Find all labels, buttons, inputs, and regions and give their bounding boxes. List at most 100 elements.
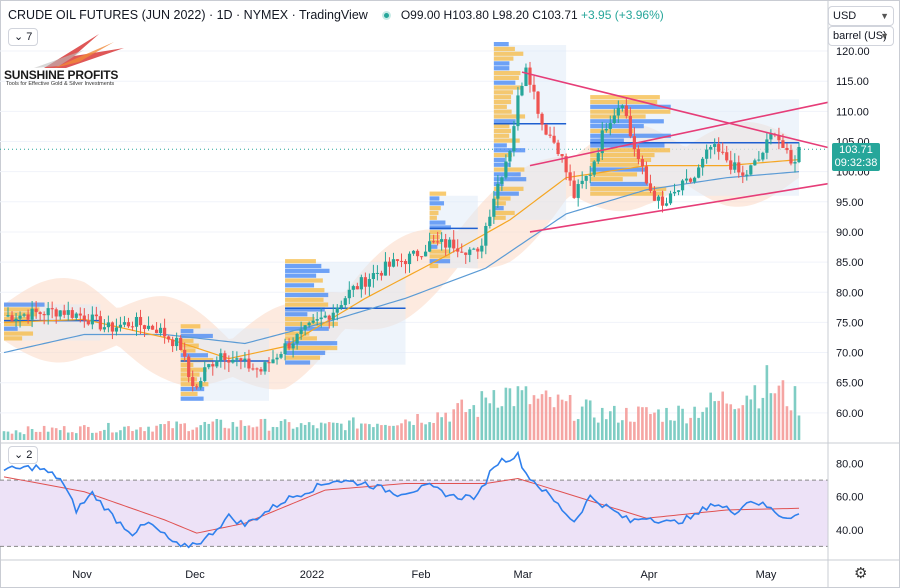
candle-body <box>331 312 335 320</box>
profile-bar <box>429 259 451 264</box>
price-tick-label: 90.00 <box>836 227 864 239</box>
candle <box>42 311 46 325</box>
profile-bar <box>493 119 516 124</box>
candle-body <box>38 312 42 315</box>
candle-body <box>456 248 460 252</box>
volume-bar <box>456 403 460 440</box>
candle <box>275 353 279 365</box>
candle-body <box>436 241 440 243</box>
candle-body <box>355 286 359 290</box>
time-tick-label: Mar <box>514 569 533 581</box>
volume-bar <box>30 429 34 440</box>
volume-bar <box>420 422 423 440</box>
candle-body <box>106 322 110 328</box>
indicators-toggle-main[interactable]: ⌄ 7 <box>8 28 39 46</box>
volume-bar <box>131 431 134 440</box>
candle-body <box>150 325 155 330</box>
volume-bar <box>183 423 186 440</box>
candle <box>580 171 584 189</box>
candle <box>38 311 42 322</box>
profile-bar <box>493 46 515 52</box>
candle-body <box>664 203 669 206</box>
candle <box>745 170 749 181</box>
candle-body <box>419 256 424 258</box>
candle-body <box>379 272 384 276</box>
candle-body <box>387 261 392 267</box>
price-tick-label: 80.00 <box>836 287 864 299</box>
candle-body <box>676 190 681 192</box>
profile-bar <box>285 263 322 269</box>
candle-body <box>110 322 115 332</box>
candle-body <box>267 362 271 364</box>
profile-bar <box>4 331 34 336</box>
candle-body <box>428 241 432 252</box>
candle-body <box>492 198 496 217</box>
profile-bar <box>285 273 317 278</box>
volume-bar <box>14 430 18 440</box>
candle <box>255 367 259 378</box>
profile-bar <box>180 348 196 353</box>
volume-bar <box>661 421 664 440</box>
candle <box>701 156 705 176</box>
candle <box>163 318 167 344</box>
candle <box>146 316 151 331</box>
candle-body <box>672 191 677 194</box>
candle <box>311 313 315 324</box>
candle-body <box>259 369 263 372</box>
candle-body <box>423 251 428 257</box>
chevron-down-icon: ▼ <box>880 31 889 41</box>
candle <box>207 363 211 370</box>
volume-bar <box>91 432 94 440</box>
candle <box>660 190 665 213</box>
profile-bar <box>429 215 437 220</box>
profile-bar <box>285 341 338 346</box>
unit-select[interactable]: barrel (US) ▼ <box>828 26 894 46</box>
candle-body <box>532 84 536 92</box>
candle-body <box>323 315 327 318</box>
volume-bar <box>307 422 311 440</box>
candle-body <box>319 317 323 320</box>
volume-bar <box>50 427 54 440</box>
time-tick-label: 2022 <box>300 569 324 581</box>
candle <box>556 139 560 157</box>
indicators-toggle-rsi[interactable]: ⌄ 2 <box>8 446 39 464</box>
candle <box>183 342 187 362</box>
volume-bar <box>729 404 733 440</box>
volume-bar <box>416 413 419 440</box>
candle <box>721 142 725 155</box>
currency-select[interactable]: USD ▼ <box>828 6 894 26</box>
volume-bar <box>693 406 696 440</box>
profile-bar <box>493 104 507 109</box>
volume-bar <box>544 390 548 440</box>
volume-bar <box>291 428 295 440</box>
candle <box>415 249 420 262</box>
candle <box>323 311 327 319</box>
volume-bar <box>408 421 411 440</box>
candle <box>500 176 504 192</box>
candle <box>604 122 608 133</box>
gear-icon[interactable]: ⚙ <box>854 565 868 582</box>
candle-body <box>737 162 741 173</box>
volume-bar <box>657 409 660 440</box>
candle <box>680 179 685 196</box>
candle <box>315 312 319 326</box>
candle <box>656 194 661 209</box>
volume-bar <box>468 409 472 440</box>
candle-body <box>303 325 307 330</box>
volume-bar <box>637 406 640 440</box>
volume-bar <box>641 407 644 440</box>
price-tick-label: 95.00 <box>836 197 864 209</box>
candle <box>428 232 432 253</box>
volume-bar <box>279 420 283 440</box>
symbol-title[interactable]: CRUDE OIL FUTURES (JUN 2022) · 1D · NYME… <box>8 8 368 22</box>
volume-bar <box>665 407 668 440</box>
candle <box>303 324 307 336</box>
candle <box>520 82 524 97</box>
volume-bar <box>263 418 267 440</box>
volume-bar <box>62 426 66 440</box>
candle-body <box>556 142 560 155</box>
candle-body <box>761 152 765 160</box>
candle-body <box>34 308 38 313</box>
profile-bar <box>285 321 338 327</box>
